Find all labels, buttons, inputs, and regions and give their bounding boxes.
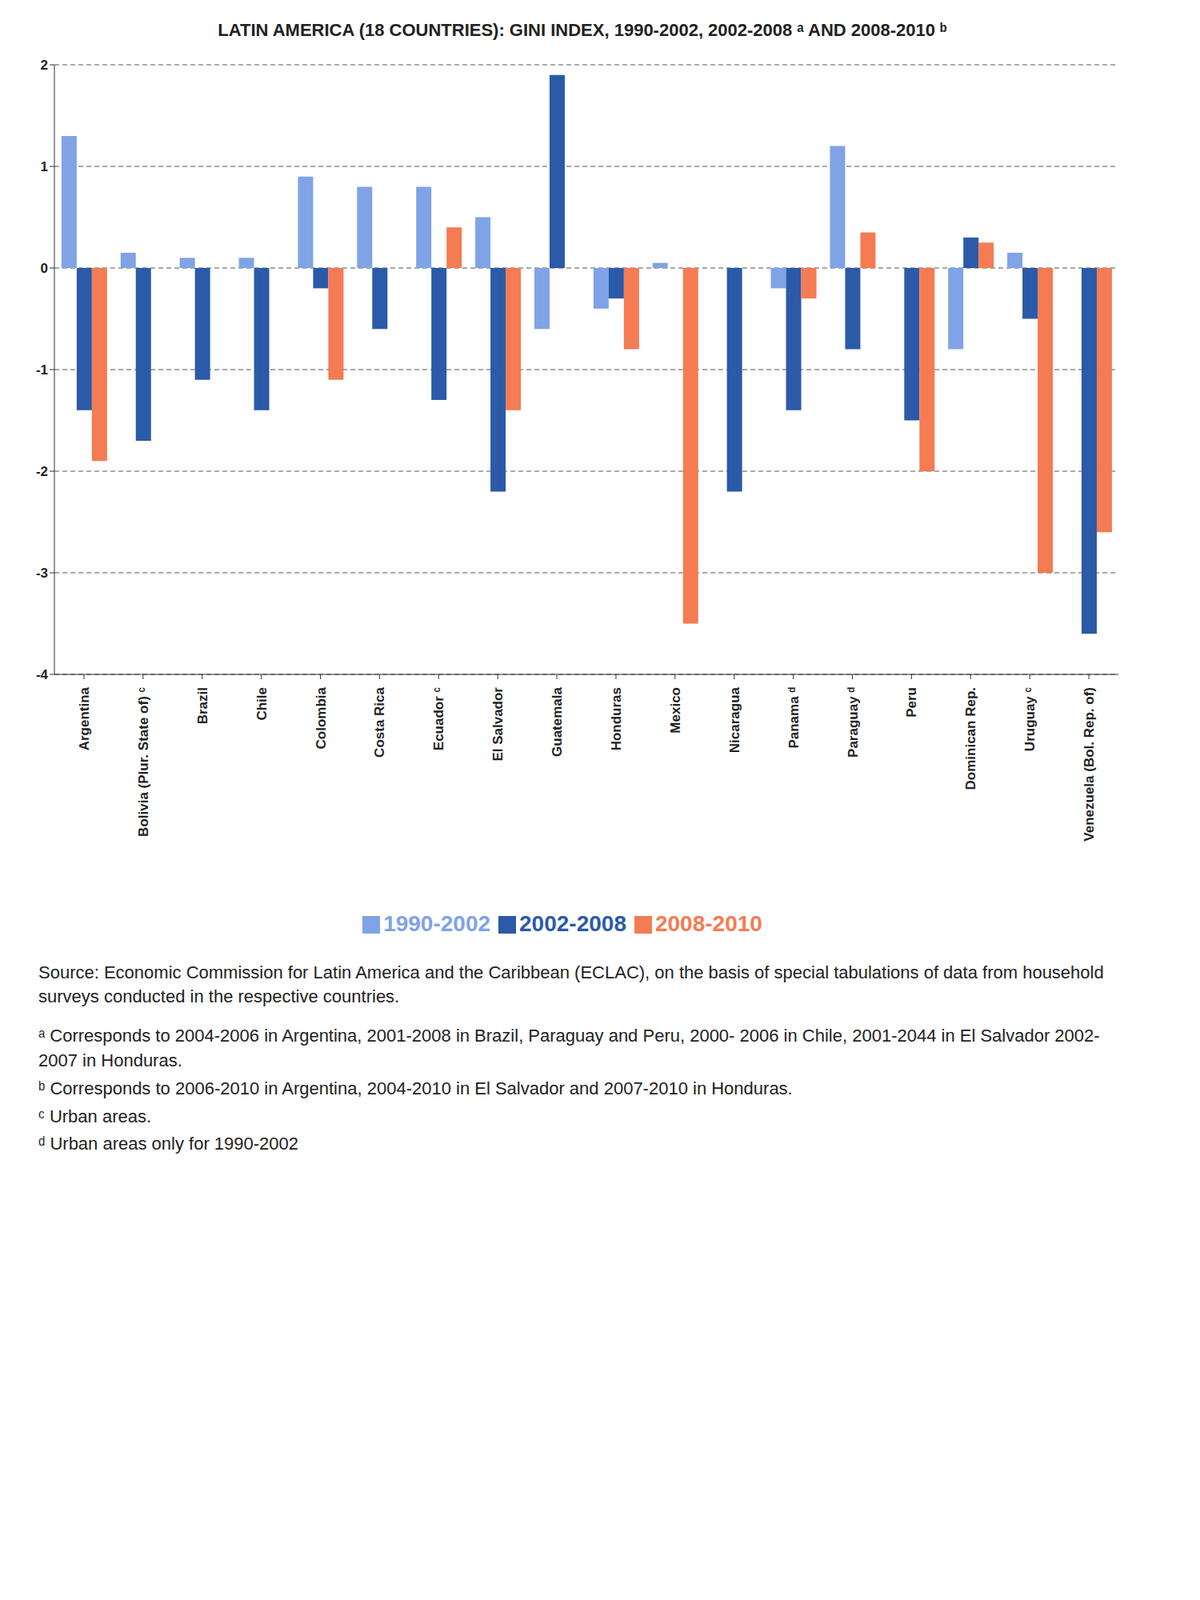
svg-text:Uruguay ᶜ: Uruguay ᶜ (1022, 686, 1038, 752)
svg-text:-1: -1 (36, 362, 48, 378)
svg-text:-4: -4 (36, 667, 49, 683)
svg-text:Guatemala: Guatemala (549, 686, 565, 756)
html-text:ᵇ Corresponds to 2006-2010 in: ᵇ Corresponds to 2006-2010 in Argentina,… (38, 1078, 793, 1099)
svg-text:Paraguay ᵈ: Paraguay ᵈ (845, 686, 861, 757)
html-text:ᵈ Urban areas only for 1990-20: ᵈ Urban areas only for 1990-2002 (38, 1133, 299, 1154)
html-text:1990-2002: 1990-2002 (383, 910, 491, 936)
svg-text:Mexico: Mexico (668, 687, 684, 734)
html-text:2002-2008: 2002-2008 (519, 910, 627, 936)
html-text:Source: Economic Commission fo: Source: Economic Commission for Latin Am… (38, 962, 1104, 1007)
svg-text:1: 1 (40, 159, 48, 175)
svg-text:Colombia: Colombia (313, 686, 329, 749)
svg-text:-3: -3 (36, 565, 48, 581)
svg-text:Argentina: Argentina (76, 686, 92, 751)
svg-text:Bolivia (Plur. State of) ᶜ: Bolivia (Plur. State of) ᶜ (136, 686, 152, 836)
svg-text:Chile: Chile (254, 687, 270, 721)
svg-text:Venezuela (Bol. Rep. of): Venezuela (Bol. Rep. of) (1081, 687, 1097, 842)
html-text:LATIN AMERICA (18 COUNTRIES):: LATIN AMERICA (18 COUNTRIES): GINI INDEX… (217, 20, 947, 40)
html-text:2008-2010: 2008-2010 (655, 910, 763, 936)
svg-text:Costa Rica: Costa Rica (372, 686, 388, 757)
svg-text:Brazil: Brazil (195, 687, 211, 724)
html-text:ᶜ Urban areas.: ᶜ Urban areas. (38, 1106, 152, 1127)
svg-text:Nicaragua: Nicaragua (727, 686, 743, 753)
svg-text:Honduras: Honduras (608, 687, 624, 751)
svg-text:Peru: Peru (904, 687, 920, 718)
html-text:ᵃ Corresponds to 2004-2006 in: ᵃ Corresponds to 2004-2006 in Argentina,… (38, 1025, 1100, 1071)
svg-text:2: 2 (40, 57, 48, 73)
svg-text:Dominican Rep.: Dominican Rep. (963, 687, 979, 790)
svg-text:Ecuador ᶜ: Ecuador ᶜ (431, 686, 447, 751)
svg-text:Panama ᵈ: Panama ᵈ (786, 686, 802, 748)
svg-text:0: 0 (40, 260, 48, 276)
svg-text:El Salvador: El Salvador (490, 686, 506, 761)
svg-text:-2: -2 (36, 464, 48, 480)
